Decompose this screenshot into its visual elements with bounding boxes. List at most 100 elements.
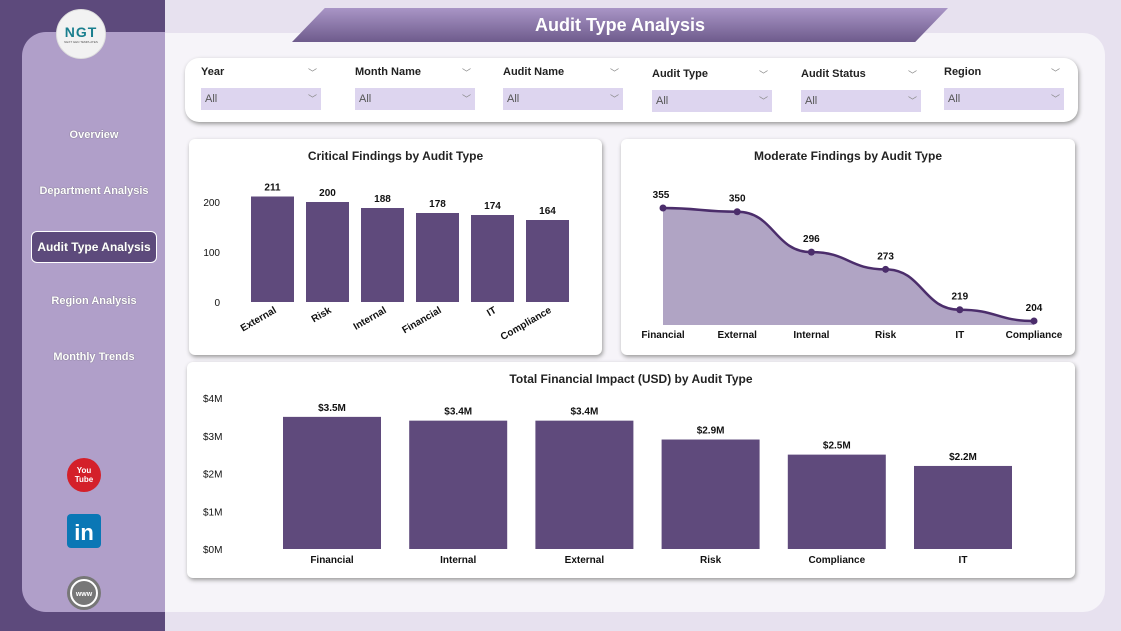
data-label: 188 xyxy=(374,194,391,205)
data-point[interactable] xyxy=(882,265,890,273)
filter-value: All xyxy=(805,95,818,107)
y-tick-label: $2M xyxy=(203,470,222,481)
data-point[interactable] xyxy=(1030,317,1038,325)
chevron-down-icon[interactable]: ﹀ xyxy=(461,68,471,78)
filter-dropdown[interactable]: All ﹀ xyxy=(201,88,321,110)
filter-label: Region xyxy=(944,66,982,78)
x-tick-label: External xyxy=(239,305,279,334)
chevron-down-icon: ﹀ xyxy=(307,94,317,104)
chevron-down-icon[interactable]: ﹀ xyxy=(609,68,619,78)
data-point[interactable] xyxy=(956,306,964,314)
y-tick-label: $3M xyxy=(203,432,222,443)
bar[interactable] xyxy=(787,454,886,549)
data-label: 174 xyxy=(484,201,501,212)
data-label: 204 xyxy=(1026,303,1043,314)
filter-value: All xyxy=(205,93,218,105)
data-label: $3.4M xyxy=(571,407,599,418)
bar[interactable] xyxy=(661,439,760,549)
x-tick-label: Compliance xyxy=(1006,330,1063,341)
filter-label: Audit Status xyxy=(801,68,866,80)
filter-dropdown[interactable]: All ﹀ xyxy=(944,88,1064,110)
data-label: $2.9M xyxy=(697,426,725,437)
data-label: 200 xyxy=(319,188,336,199)
filter-audit-status[interactable]: Audit Status ﹀ All ﹀ xyxy=(801,68,921,112)
chevron-down-icon: ﹀ xyxy=(758,96,768,106)
chevron-down-icon[interactable]: ﹀ xyxy=(758,70,768,80)
bar[interactable] xyxy=(306,202,349,302)
x-tick-label: Internal xyxy=(352,305,389,333)
data-label: 296 xyxy=(803,234,820,245)
nav-department-analysis[interactable]: Department Analysis xyxy=(39,185,149,197)
chart-title: Moderate Findings by Audit Type xyxy=(753,149,942,163)
data-point[interactable] xyxy=(733,208,741,216)
nav-region-analysis[interactable]: Region Analysis xyxy=(51,295,137,307)
chevron-down-icon[interactable]: ﹀ xyxy=(307,68,317,78)
data-label: $2.2M xyxy=(949,452,977,463)
bar[interactable] xyxy=(409,420,508,549)
y-tick-label: $1M xyxy=(203,507,222,518)
logo-text: NGT xyxy=(64,24,98,40)
y-tick-label: $0M xyxy=(203,545,222,556)
svg-text:Tube: Tube xyxy=(75,475,94,484)
x-tick-label: Financial xyxy=(641,330,685,341)
chevron-down-icon[interactable]: ﹀ xyxy=(1050,68,1060,78)
x-tick-label: IT xyxy=(485,305,498,319)
data-label: 350 xyxy=(729,194,746,205)
bar[interactable] xyxy=(251,196,294,303)
x-tick-label: Risk xyxy=(875,330,897,341)
chevron-down-icon: ﹀ xyxy=(609,94,619,104)
data-label: 178 xyxy=(429,199,446,210)
filter-value: All xyxy=(656,95,669,107)
x-tick-label: Internal xyxy=(440,555,476,566)
data-point[interactable] xyxy=(807,248,815,256)
svg-text:www: www xyxy=(75,591,93,598)
page-title: Audit Type Analysis xyxy=(292,8,948,42)
youtube-icon[interactable]: You Tube xyxy=(66,457,102,493)
bar[interactable] xyxy=(914,465,1012,549)
chart-title: Critical Findings by Audit Type xyxy=(307,149,484,163)
bar[interactable] xyxy=(283,416,381,549)
nav-overview[interactable]: Overview xyxy=(69,129,119,141)
chart-title: Total Financial Impact (USD) by Audit Ty… xyxy=(509,372,753,386)
data-point[interactable] xyxy=(659,204,667,212)
globe-icon[interactable]: www xyxy=(66,575,102,611)
x-tick-label: IT xyxy=(959,555,968,566)
data-label: $3.5M xyxy=(318,403,346,414)
bar[interactable] xyxy=(535,420,634,549)
bar[interactable] xyxy=(416,213,459,302)
filter-label: Audit Name xyxy=(503,66,565,78)
filter-value: All xyxy=(359,93,372,105)
x-tick-label: Internal xyxy=(793,330,829,341)
bar[interactable] xyxy=(361,208,404,302)
filter-audit-name[interactable]: Audit Name ﹀ All ﹀ xyxy=(503,66,623,110)
y-tick-label: $4M xyxy=(203,394,222,405)
logo-subtext: NEXT GEN TEMPLATES xyxy=(64,40,98,44)
y-tick-label: 100 xyxy=(203,248,220,259)
filter-audit-type[interactable]: Audit Type ﹀ All ﹀ xyxy=(652,68,772,112)
bar[interactable] xyxy=(471,215,514,302)
filter-dropdown[interactable]: All ﹀ xyxy=(503,88,623,110)
data-label: 355 xyxy=(653,190,670,201)
chevron-down-icon: ﹀ xyxy=(1050,94,1060,104)
nav-audit-type-analysis[interactable]: Audit Type Analysis xyxy=(31,231,157,263)
chevron-down-icon[interactable]: ﹀ xyxy=(907,70,917,80)
y-tick-label: 200 xyxy=(203,198,220,209)
filter-month-name[interactable]: Month Name ﹀ All ﹀ xyxy=(355,66,475,110)
logo: NGT NEXT GEN TEMPLATES xyxy=(56,9,106,59)
filter-dropdown[interactable]: All ﹀ xyxy=(801,90,921,112)
nav-monthly-trends[interactable]: Monthly Trends xyxy=(53,351,135,363)
svg-text:in: in xyxy=(74,520,94,545)
bar[interactable] xyxy=(526,220,569,302)
data-label: $2.5M xyxy=(823,441,851,452)
linkedin-icon[interactable]: in xyxy=(66,513,102,549)
y-tick-label: 0 xyxy=(214,298,220,309)
data-label: 273 xyxy=(877,251,894,262)
filter-dropdown[interactable]: All ﹀ xyxy=(355,88,475,110)
data-label: $3.4M xyxy=(444,407,472,418)
filter-label: Year xyxy=(201,66,225,78)
filter-region[interactable]: Region ﹀ All ﹀ xyxy=(944,66,1064,110)
area-fill xyxy=(663,208,1034,325)
filter-year[interactable]: Year ﹀ All ﹀ xyxy=(201,66,321,110)
x-tick-label: Compliance xyxy=(499,305,554,343)
filter-dropdown[interactable]: All ﹀ xyxy=(652,90,772,112)
